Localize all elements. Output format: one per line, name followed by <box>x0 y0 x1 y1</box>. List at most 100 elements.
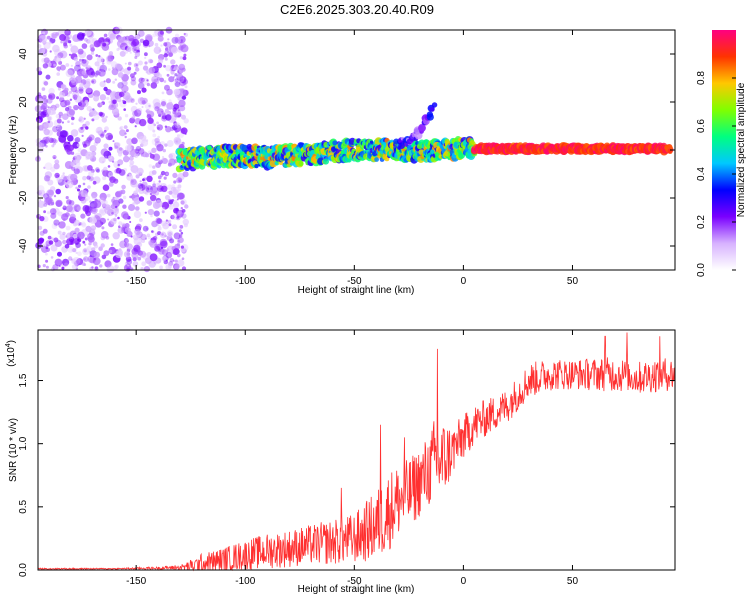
spectrogram-cell <box>101 226 105 230</box>
colorbar: 0.0 0.2 0.4 0.6 0.8 Normalized spectral ampl… <box>696 30 747 277</box>
spectrogram-cell <box>122 195 127 200</box>
spectrogram-cell <box>62 113 69 120</box>
spectrogram-cell <box>51 110 56 115</box>
spectrogram-cell <box>162 156 164 158</box>
spectrogram-cell <box>93 90 101 98</box>
spectrogram-cell <box>161 110 164 113</box>
spectrogram-cell <box>43 210 46 214</box>
spectrogram-cell <box>153 78 160 85</box>
spectrogram-cell <box>144 52 148 57</box>
spectrogram-cell <box>134 148 140 154</box>
spectrogram-cell <box>111 90 117 97</box>
spectrogram-cell <box>78 126 85 134</box>
spectrogram-cell <box>84 198 88 202</box>
spectrogram-cell <box>137 60 143 66</box>
spectrogram-cell <box>70 77 76 83</box>
spectrogram-cell <box>173 103 180 110</box>
spectrogram-cell <box>138 30 145 37</box>
spectrogram-cell <box>60 84 65 89</box>
spectrogram-cell <box>77 238 80 241</box>
spectrogram-cell <box>135 67 140 72</box>
spectrogram-cell <box>105 134 108 137</box>
spectrogram-cell <box>126 173 133 181</box>
spectrogram-cell <box>48 41 52 45</box>
spectrogram-cell <box>69 216 76 223</box>
spectrogram-cell <box>175 130 178 133</box>
spectrogram-cell <box>429 106 435 112</box>
spectrogram-cell <box>68 90 73 94</box>
spectrogram-cell <box>53 163 60 170</box>
spectrogram-cell <box>146 175 153 182</box>
spectrogram-cell <box>44 162 53 171</box>
spectrogram-cell <box>142 151 148 158</box>
spectrogram-cell <box>80 222 83 226</box>
spectrogram-cell <box>65 180 68 183</box>
spectrogram-cell <box>126 243 133 250</box>
spectrogram-cell <box>123 214 129 219</box>
spectrogram-cell <box>94 244 99 249</box>
spectrogram-cell <box>67 135 74 142</box>
spectrogram-cell <box>132 261 139 267</box>
spectrogram-cell <box>74 227 80 233</box>
spectrogram-cell <box>102 184 110 191</box>
spectrogram-cell <box>176 157 183 163</box>
spectrogram-cell <box>146 79 149 82</box>
spectrogram-cell <box>172 224 178 230</box>
spectrogram-cell <box>72 141 80 149</box>
spectrogram-cell <box>96 169 100 173</box>
spectrogram-cell <box>77 188 80 192</box>
spectrogram-cell <box>74 166 77 170</box>
spectrogram-cell <box>133 153 139 158</box>
spectrogram-cell <box>139 218 143 223</box>
spectrogram-cell <box>167 191 170 194</box>
spectrogram-cell <box>48 189 54 196</box>
spectrogram-cell <box>84 87 87 90</box>
spectrogram-cell <box>45 145 48 148</box>
spectrogram-cell <box>98 69 106 77</box>
spectrogram-cell <box>89 145 97 152</box>
spectrogram-cell <box>51 33 57 40</box>
spectrogram-cell <box>89 44 95 49</box>
spectrogram-cell <box>99 64 108 73</box>
spectrogram-cell <box>178 192 186 200</box>
spectrogram-cell <box>130 165 139 174</box>
spectrogram-cell <box>95 214 98 218</box>
spectrogram-cell <box>165 252 173 259</box>
spectrogram-cell <box>50 256 54 259</box>
spectrogram-cell <box>70 45 79 54</box>
spectrogram-cell <box>38 237 45 244</box>
spectrogram-cell <box>110 204 116 210</box>
spectrogram-cell <box>126 46 132 53</box>
spectrogram-cell <box>156 77 161 81</box>
colorbar-label: Normalized spectral amplitude <box>736 82 747 217</box>
spectrogram-cell <box>148 45 151 48</box>
spectrogram-cell <box>177 210 182 215</box>
spectrogram-cell <box>142 65 149 71</box>
spectrogram-cell <box>174 264 180 270</box>
spectrogram-cell <box>99 94 107 101</box>
spectrogram-cell <box>41 103 48 110</box>
spectrogram-cell <box>108 246 117 255</box>
spectrogram-cell <box>82 240 86 244</box>
spectrogram-cell <box>118 225 121 228</box>
spectrogram-cell <box>116 48 120 51</box>
spectrogram-cell <box>184 204 189 209</box>
spectrogram-cell <box>179 225 184 229</box>
spectrogram-cell <box>38 47 46 55</box>
spectrogram-cell <box>52 142 56 146</box>
spectrogram-cell <box>177 239 181 243</box>
spectrogram-cell <box>122 223 127 228</box>
spectrogram-cell <box>119 50 126 57</box>
spectrogram-cell <box>160 249 165 254</box>
y-tick-label: 20 <box>18 96 29 108</box>
spectrogram-cell <box>166 102 174 110</box>
spectrogram-cell <box>59 96 65 103</box>
spectrogram-cell <box>141 181 148 188</box>
spectrogram-cell <box>81 134 84 137</box>
colorbar-tick-label: 0.8 <box>696 71 707 85</box>
spectrogram-cell <box>80 59 89 67</box>
spectrogram-cell <box>167 219 172 224</box>
spectrogram-cell <box>117 159 124 166</box>
spectrogram-cell <box>140 134 147 141</box>
x-tick-label: -50 <box>347 276 362 287</box>
